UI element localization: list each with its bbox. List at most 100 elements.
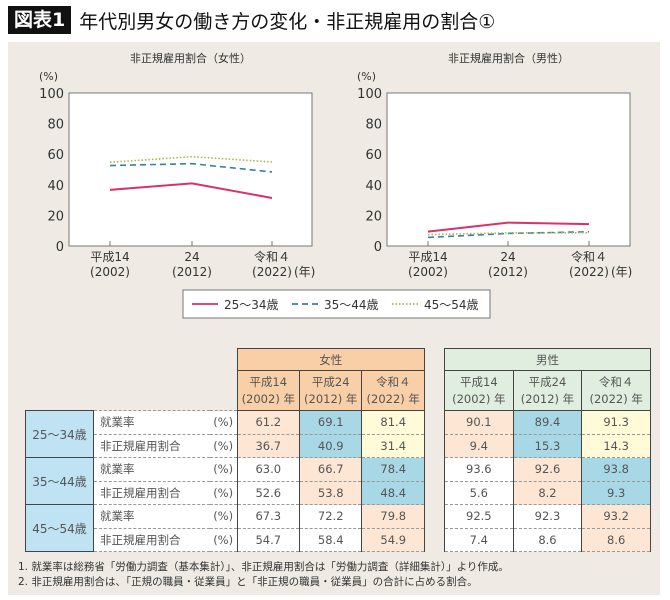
table-cell: 54.9	[361, 527, 425, 552]
table-cell: 8.6	[581, 527, 651, 552]
y-axis-label: (%)	[357, 70, 376, 83]
series-line-0	[109, 182, 273, 199]
chart-male: 非正規雇用割合（男性）(%)020406080100平成14(2002)24(2…	[357, 51, 632, 279]
table-cell: 89.4	[512, 410, 583, 435]
year-ad: (2002) 年	[452, 391, 506, 406]
legend-label: 25～34歳	[224, 298, 279, 312]
unit-label: (%)	[209, 504, 238, 529]
year-header: 平成14 (2002) 年	[444, 370, 514, 411]
figure-badge: 図表1	[8, 6, 72, 34]
footnotes: 1. 就業率は総務省「労働力調査（基本集計）」、非正規雇用割合は「労働力調査（詳…	[18, 560, 509, 590]
male-table: 男性 平成14 (2002) 年 平成24 (2012) 年 令和４ (2022) 年 90.…	[444, 348, 651, 552]
table-spacer	[26, 349, 238, 411]
y-tick-label: 0	[374, 240, 382, 255]
unit-label: (%)	[209, 433, 238, 458]
legend-label: 35～44歳	[324, 298, 379, 312]
table-cell: 92.6	[512, 457, 583, 482]
x-tick-year: (2022)	[252, 265, 292, 279]
y-tick-label: 40	[47, 179, 64, 194]
row-label: 非正規雇用割合	[92, 480, 210, 505]
table-cell: 93.6	[444, 457, 514, 482]
table-cell: 58.4	[298, 527, 363, 552]
year-header: 平成14 (2002) 年	[236, 370, 301, 411]
unit-label: (%)	[209, 480, 238, 505]
table-cell: 31.4	[361, 433, 425, 458]
series-line-1	[109, 162, 273, 173]
year-header: 平成24 (2012) 年	[512, 370, 583, 411]
year-ad: (2012) 年	[304, 391, 358, 406]
year-header: 令和４ (2022) 年	[581, 370, 651, 411]
table-cell: 40.9	[298, 433, 363, 458]
table-cell: 92.5	[444, 504, 514, 529]
row-label: 非正規雇用割合	[92, 433, 210, 458]
row-label: 就業率	[92, 410, 210, 435]
y-tick-label: 80	[365, 118, 382, 133]
y-tick-label: 60	[365, 148, 382, 163]
x-tick-year: (2002)	[90, 265, 130, 279]
table-cell: 67.3	[236, 504, 301, 529]
legend-label: 45～54歳	[424, 298, 479, 312]
year-era: 令和４	[375, 374, 411, 389]
year-ad: (2022) 年	[589, 391, 643, 406]
x-tick-label: 24	[500, 250, 515, 264]
plot-area	[68, 92, 313, 247]
year-header: 平成24 (2012) 年	[298, 370, 363, 411]
footnote-1: 1. 就業率は総務省「労働力調査（基本集計）」、非正規雇用割合は「労働力調査（詳…	[18, 561, 509, 573]
legend: 25～34歳 35～44歳 45～54歳	[182, 289, 491, 319]
table-cell: 5.6	[444, 480, 514, 505]
age-group-label: 35～44歳	[25, 457, 94, 505]
x-axis-unit: (年)	[294, 265, 315, 279]
unit-label: (%)	[209, 410, 238, 435]
sex-header: 男性	[444, 348, 651, 371]
figure-heading: 年代別男女の働き方の変化・非正規雇用の割合①	[79, 10, 496, 33]
table-cell: 8.2	[512, 480, 583, 505]
year-era: 平成24	[311, 374, 350, 389]
sex-header: 女性	[236, 348, 426, 371]
year-ad: (2012) 年	[520, 391, 575, 406]
table-cell: 61.2	[236, 410, 301, 435]
year-era: 平成14	[460, 374, 498, 389]
table-cell: 48.4	[361, 480, 425, 505]
unit-label: (%)	[209, 527, 238, 552]
row-label: 就業率	[92, 457, 210, 482]
chart-title: 非正規雇用割合（男性）	[448, 51, 569, 65]
x-tick-year: (2012)	[172, 265, 212, 279]
y-tick-label: 0	[56, 240, 64, 255]
series-line-0	[427, 221, 590, 233]
x-tick-year: (2022)	[569, 265, 609, 279]
table-cell: 54.7	[236, 527, 301, 552]
legend-box	[182, 289, 491, 319]
table-cell: 92.3	[512, 504, 583, 529]
row-label: 非正規雇用割合	[92, 527, 210, 552]
table-cell: 52.6	[236, 480, 301, 505]
y-tick-label: 40	[365, 179, 382, 194]
table-cell: 53.8	[298, 480, 363, 505]
row-label: 就業率	[92, 504, 210, 529]
y-tick-label: 60	[47, 148, 64, 163]
table-cell: 93.8	[581, 457, 651, 482]
table-cell: 79.8	[361, 504, 425, 529]
charts: 非正規雇用割合（女性）(%)020406080100平成14(2002)24(2…	[39, 51, 632, 319]
y-tick-label: 100	[39, 87, 64, 102]
y-tick-label: 20	[47, 209, 64, 224]
year-era: 平成14	[249, 374, 288, 389]
unit-label: (%)	[209, 457, 238, 482]
table-cell: 91.3	[581, 410, 651, 435]
x-tick-label: 平成14	[90, 250, 129, 264]
y-axis-label: (%)	[39, 70, 58, 83]
table-cell: 8.6	[512, 527, 583, 552]
chart-female: 非正規雇用割合（女性）(%)020406080100平成14(2002)24(2…	[39, 51, 315, 279]
figure-title: 図表1 年代別男女の働き方の変化・非正規雇用の割合①	[8, 6, 495, 34]
footnote-2: 2. 非正規雇用割合は、「正規の職員・従業員」と「非正規の職員・従業員」の合計に…	[18, 576, 478, 588]
table-cell: 9.3	[581, 480, 651, 505]
x-tick-label: 令和４	[254, 249, 290, 264]
y-tick-label: 100	[357, 87, 382, 102]
table-cell: 81.4	[361, 410, 425, 435]
table-cell: 9.4	[444, 433, 514, 458]
y-tick-label: 80	[47, 118, 64, 133]
x-axis-unit: (年)	[611, 265, 632, 279]
series-line-2	[427, 232, 589, 236]
x-tick-label: 令和４	[571, 249, 607, 264]
year-era: 平成24	[528, 374, 567, 389]
table-cell: 93.2	[581, 504, 651, 529]
